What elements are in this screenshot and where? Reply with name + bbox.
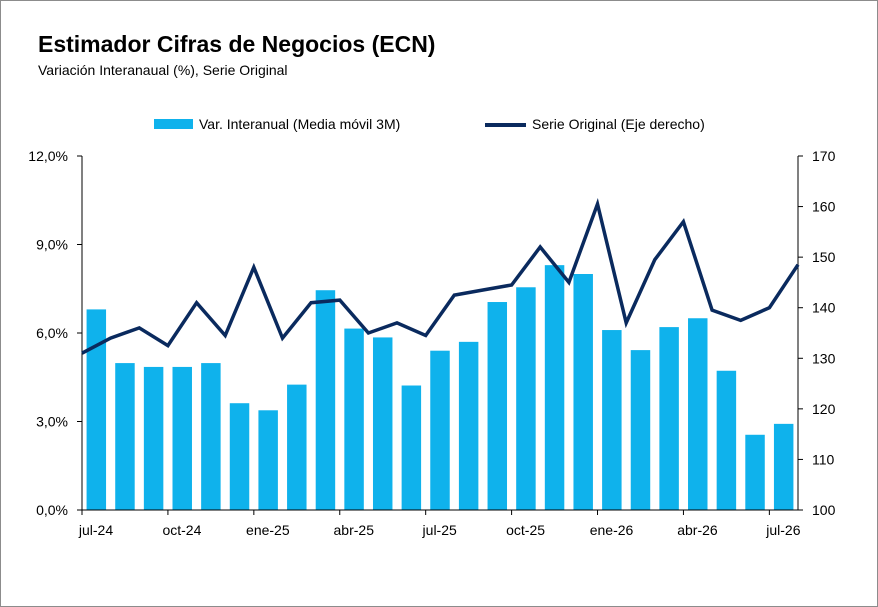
bar (258, 410, 278, 510)
x-tick-label: abr-25 (334, 522, 375, 538)
x-tick-label: abr-26 (677, 522, 718, 538)
left-tick-label: 6,0% (36, 325, 68, 341)
x-tick-label: jul-24 (78, 522, 113, 538)
bar (602, 330, 622, 510)
bar (516, 287, 536, 510)
chart-subtitle: Variación Interanaual (%), Serie Origina… (38, 62, 288, 78)
bar (315, 290, 336, 510)
bar (344, 328, 364, 510)
bar (287, 384, 307, 510)
bar (115, 363, 135, 510)
bar (458, 341, 479, 510)
left-tick-label: 12,0% (28, 148, 68, 164)
bar (745, 434, 765, 510)
bar (630, 350, 651, 510)
bar (430, 350, 450, 510)
x-tick-label: oct-25 (506, 522, 545, 538)
right-tick-label: 110 (812, 451, 835, 467)
left-tick-label: 3,0% (36, 414, 68, 430)
legend-label-line: Serie Original (Eje derecho) (532, 116, 705, 132)
right-tick-label: 170 (812, 148, 836, 164)
bar (401, 385, 422, 510)
x-tick-label: oct-24 (162, 522, 201, 538)
bar (143, 366, 164, 510)
series-line (81, 197, 800, 355)
right-tick-label: 120 (812, 401, 836, 417)
x-tick-label: jul-26 (765, 522, 800, 538)
bar (659, 327, 679, 510)
bar (573, 274, 593, 510)
bar (172, 366, 192, 510)
legend-bar-swatch (154, 119, 193, 129)
bar (372, 337, 393, 510)
right-tick-label: 100 (812, 502, 836, 518)
right-tick-label: 160 (812, 199, 836, 215)
left-tick-label: 9,0% (36, 237, 68, 253)
bar (544, 265, 565, 510)
legend-label-bars: Var. Interanual (Media móvil 3M) (199, 116, 400, 132)
right-tick-label: 150 (812, 249, 836, 265)
left-tick-label: 0,0% (36, 502, 68, 518)
bar (86, 309, 107, 510)
chart-title: Estimador Cifras de Negocios (ECN) (38, 31, 436, 57)
bar (201, 363, 221, 510)
bar (716, 370, 737, 510)
x-tick-label: ene-26 (590, 522, 634, 538)
x-tick-label: jul-25 (422, 522, 457, 538)
bar (773, 423, 794, 510)
bar (229, 403, 250, 510)
x-tick-label: ene-25 (246, 522, 290, 538)
right-tick-label: 130 (812, 350, 836, 366)
bar (487, 302, 508, 510)
right-tick-label: 140 (812, 300, 836, 316)
bar (688, 318, 708, 510)
